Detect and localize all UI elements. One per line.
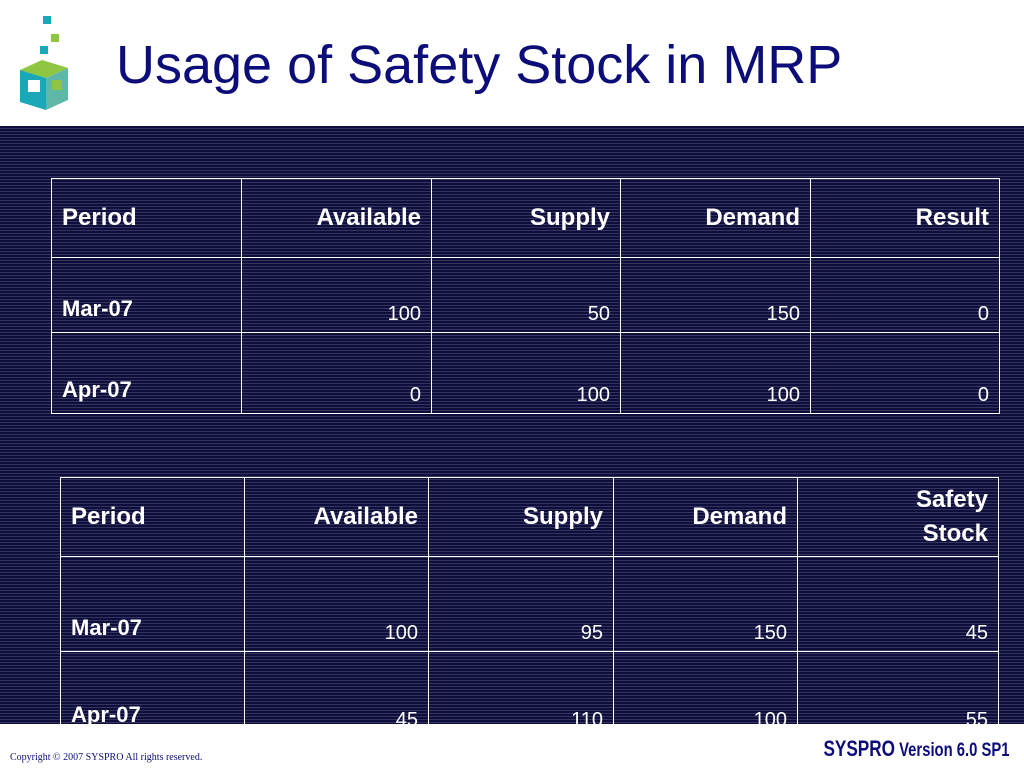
cell-demand: 100 [620,332,811,414]
cell-result: 0 [810,332,1000,414]
slide-header: Usage of Safety Stock in MRP [0,0,1024,126]
header-period: Period [60,477,245,557]
cell-period: Mar-07 [51,257,242,333]
header-available: Available [241,178,432,258]
header-result: Result [810,178,1000,258]
table-header-row: Period Available Supply Demand Safety St… [60,477,999,557]
cell-result: 0 [810,257,1000,333]
slide-footer: Copyright © 2007 SYSPRO All rights reser… [0,724,1024,768]
brand-name: SYSPRO [823,736,896,761]
mrp-result-table: Period Available Supply Demand Result Ma… [51,178,1000,414]
cell-period: Mar-07 [60,556,245,652]
cell-demand: 150 [613,556,798,652]
table-row: Apr-07 0 100 100 0 [51,332,1000,414]
copyright-notice: Copyright © 2007 SYSPRO All rights reser… [10,752,203,763]
cell-safety-stock: 45 [797,556,999,652]
cell-supply: 100 [431,332,621,414]
version-label: SYSPRO Version 6.0 SP1 [824,736,1010,762]
cell-supply: 95 [428,556,614,652]
slide-title: Usage of Safety Stock in MRP [116,35,843,95]
table-header-row: Period Available Supply Demand Result [51,178,1000,258]
cell-supply: 50 [431,257,621,333]
cell-available: 100 [241,257,432,333]
table-row: Mar-07 100 95 150 45 [60,556,999,652]
cell-demand: 150 [620,257,811,333]
header-safety-stock: Safety Stock [797,477,999,557]
table-row: Mar-07 100 50 150 0 [51,257,1000,333]
syspro-cube-logo-icon [20,16,68,110]
version-number: Version 6.0 SP1 [895,740,1010,761]
cell-available: 0 [241,332,432,414]
header-available: Available [244,477,429,557]
cell-period: Apr-07 [51,332,242,414]
header-demand: Demand [613,477,798,557]
header-demand: Demand [620,178,811,258]
cell-available: 100 [244,556,429,652]
header-supply: Supply [428,477,614,557]
header-period: Period [51,178,242,258]
header-supply: Supply [431,178,621,258]
mrp-safety-stock-table: Period Available Supply Demand Safety St… [60,477,999,739]
